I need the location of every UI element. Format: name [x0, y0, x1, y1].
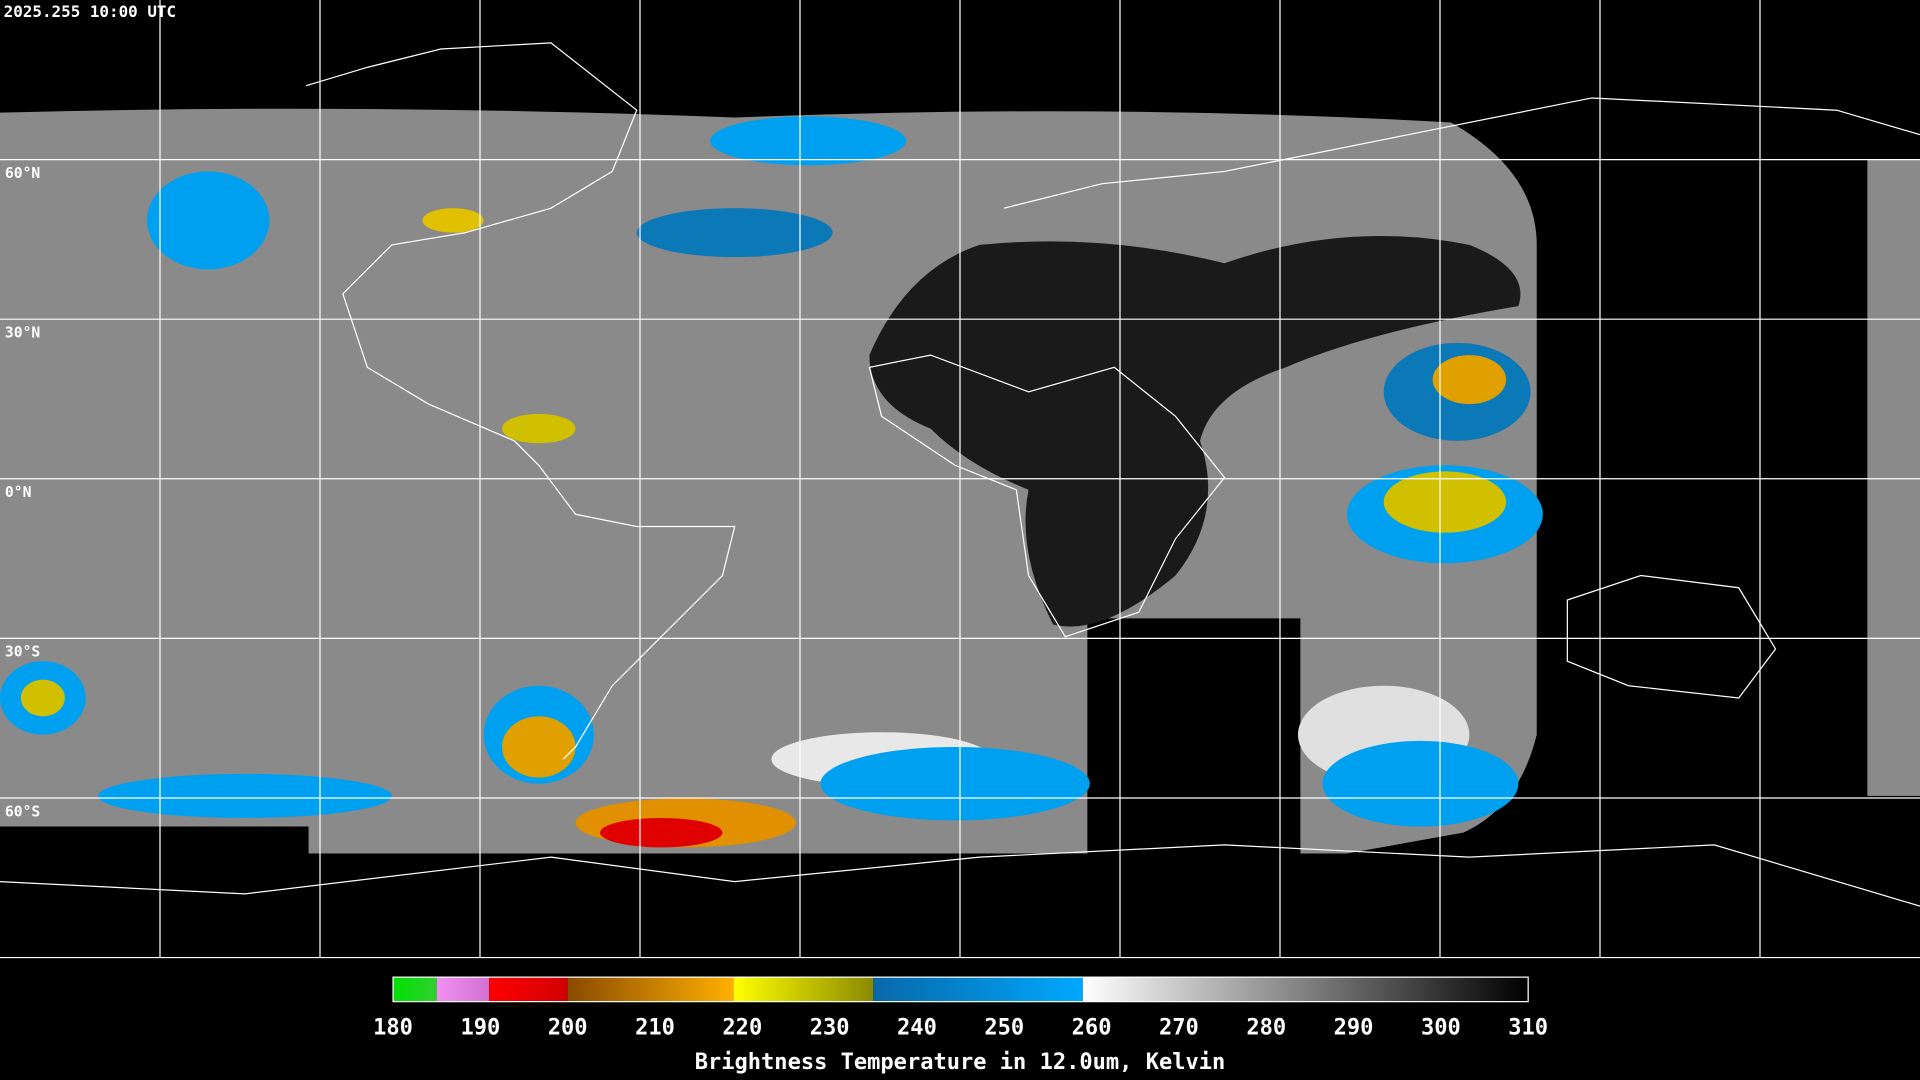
colorbar-tick-label: 290	[1334, 1016, 1374, 1041]
colorbar-tick-label: 200	[548, 1016, 588, 1041]
colorbar-segment	[873, 977, 1083, 1002]
imagery	[0, 42, 1920, 907]
colorbar-tick-label: 310	[1508, 1016, 1548, 1041]
latitude-label: 30°N	[5, 325, 40, 342]
timestamp: 2025.255 10:00 UTC	[4, 2, 176, 21]
colorbar-tick-label: 250	[984, 1016, 1024, 1041]
latitude-label: 60°S	[5, 803, 40, 820]
colorbar-tick-label: 190	[460, 1016, 500, 1041]
colorbar-segment	[567, 977, 734, 1002]
colorbar-segment	[436, 977, 490, 1002]
colorbar-segment	[1082, 977, 1529, 1002]
latitude-label: 60°N	[5, 165, 40, 182]
colorbar-tick-label: 270	[1159, 1016, 1199, 1041]
colorbar-segment	[733, 977, 874, 1002]
colorbar-tick-label: 240	[897, 1016, 937, 1041]
colorbar-tick-label: 210	[635, 1016, 675, 1041]
latitude-label: 0°N	[5, 484, 32, 501]
graticule	[0, 0, 1920, 958]
latitude-label: 30°S	[5, 644, 40, 661]
colorbar-tick-label: 260	[1072, 1016, 1112, 1041]
colorbar-frame	[392, 976, 1529, 1003]
colorbar-tick-label: 280	[1246, 1016, 1286, 1041]
colorbar-title: Brightness Temperature in 12.0um, Kelvin	[695, 1050, 1226, 1075]
colorbar-tick-label: 220	[722, 1016, 762, 1041]
colorbar-tick-label: 230	[810, 1016, 850, 1041]
colorbar-tick-label: 300	[1421, 1016, 1461, 1041]
colorbar-tick-label: 180	[373, 1016, 413, 1041]
colorbar-segment	[489, 977, 568, 1002]
colorbar-segment	[393, 977, 437, 1002]
